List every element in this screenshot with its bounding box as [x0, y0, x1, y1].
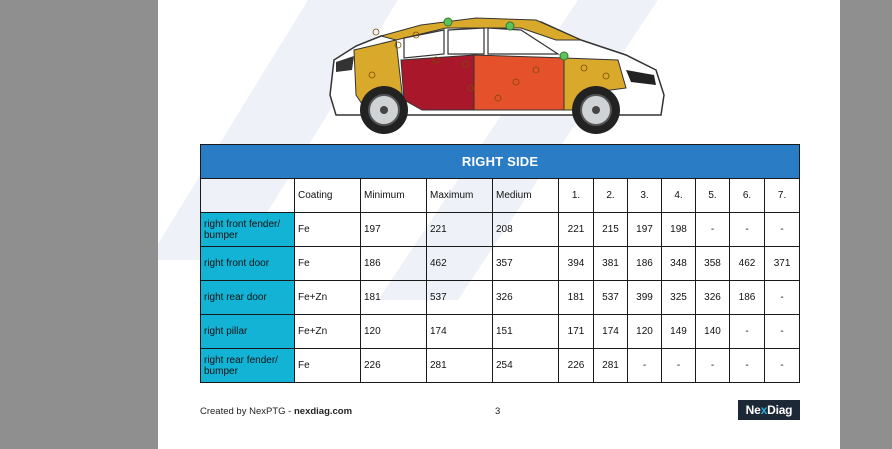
- table-cell: 462: [426, 246, 493, 281]
- table-cell: 371: [763, 246, 801, 281]
- table-cell: 462: [729, 246, 765, 281]
- table-cell: -: [729, 348, 765, 383]
- table-cell: Fe+Zn: [294, 314, 361, 349]
- page-number: 3: [495, 406, 501, 417]
- table-cell: -: [729, 212, 765, 247]
- table-cell: Fe: [294, 348, 361, 383]
- table-cell: 171: [558, 314, 594, 349]
- table-cell: 357: [492, 246, 559, 281]
- column-header-row: Coating Minimum Maximum Medium 1. 2. 3. 4. 5. 6. 7…: [200, 178, 801, 213]
- table-cell: 381: [593, 246, 628, 281]
- headlight: [626, 70, 656, 85]
- table-cell: -: [695, 348, 730, 383]
- table-cell: -: [763, 314, 801, 349]
- table-row: right pillar Fe+Zn 120 174 151 171 174 120 149 14…: [200, 314, 801, 349]
- table-cell: -: [661, 348, 696, 383]
- front-door-panel: [473, 54, 567, 111]
- measurement-marker: [443, 17, 453, 27]
- column-header: Coating: [294, 178, 361, 213]
- table-cell: 198: [661, 212, 696, 247]
- table-row: right rear fender/ bumper Fe 226 281 254 226 2…: [200, 348, 801, 383]
- front-window-rear: [447, 27, 485, 55]
- footer-site: nexdiag.com: [293, 406, 353, 417]
- table-cell: 254: [492, 348, 559, 383]
- document-page: RIGHT SIDE Coating Minimum Maximum Medium 1.…: [158, 0, 840, 449]
- table-cell: 358: [695, 246, 730, 281]
- table-cell: 186: [729, 280, 765, 315]
- column-header: 6.: [729, 178, 765, 213]
- table-cell: 120: [360, 314, 427, 349]
- row-label: right front door: [200, 246, 295, 281]
- table-cell: 197: [360, 212, 427, 247]
- table-cell: 174: [426, 314, 493, 349]
- table-cell: 221: [558, 212, 594, 247]
- column-header: Maximum: [426, 178, 493, 213]
- table-cell: 281: [593, 348, 628, 383]
- column-header: 2.: [593, 178, 628, 213]
- row-label: right front fender/ bumper: [200, 212, 295, 247]
- table-cell: 325: [661, 280, 696, 315]
- column-header: 3.: [627, 178, 662, 213]
- table-row: right front door Fe 186 462 357 394 381 186 348 3…: [200, 246, 801, 281]
- table-cell: 197: [627, 212, 662, 247]
- table-cell: 140: [695, 314, 730, 349]
- column-header: 7.: [763, 178, 801, 213]
- table-cell: 181: [558, 280, 594, 315]
- row-label: right rear door: [200, 280, 295, 315]
- table-cell: 537: [426, 280, 493, 315]
- table-cell: 120: [627, 314, 662, 349]
- tail-light: [336, 56, 354, 72]
- column-header: [200, 178, 295, 213]
- table-cell: 326: [695, 280, 730, 315]
- table-cell: Fe+Zn: [294, 280, 361, 315]
- table-cell: 281: [426, 348, 493, 383]
- table-cell: 326: [492, 280, 559, 315]
- measurement-marker: [559, 51, 569, 61]
- measurement-marker: [505, 21, 515, 31]
- table-cell: Fe: [294, 212, 361, 247]
- measurement-table: RIGHT SIDE Coating Minimum Maximum Medium 1.…: [199, 144, 801, 383]
- table-cell: 537: [593, 280, 628, 315]
- column-header: 5.: [695, 178, 730, 213]
- table-cell: 399: [627, 280, 662, 315]
- table-cell: 181: [360, 280, 427, 315]
- column-header: 1.: [558, 178, 594, 213]
- table-cell: 348: [661, 246, 696, 281]
- table-body: right front fender/ bumper Fe 197 221 208 221…: [200, 212, 801, 383]
- table-cell: 186: [360, 246, 427, 281]
- rear-wheel: [360, 86, 408, 134]
- table-cell: 149: [661, 314, 696, 349]
- row-label: right pillar: [200, 314, 295, 349]
- table-cell: -: [763, 280, 801, 315]
- table-cell: -: [695, 212, 730, 247]
- table-cell: 215: [593, 212, 628, 247]
- table-cell: -: [627, 348, 662, 383]
- table-cell: 394: [558, 246, 594, 281]
- table-cell: 151: [492, 314, 559, 349]
- table-cell: -: [729, 314, 765, 349]
- rear-door-panel: [400, 54, 475, 111]
- column-header: Medium: [492, 178, 559, 213]
- nexdiag-logo: NexDiag: [738, 400, 800, 420]
- footer-credit: Created by NexPTG - nexdiag.com: [200, 406, 352, 417]
- table-cell: 174: [593, 314, 628, 349]
- column-header: 4.: [661, 178, 696, 213]
- front-wheel: [572, 86, 620, 134]
- footer-created-by: Created by NexPTG -: [200, 406, 294, 417]
- table-cell: Fe: [294, 246, 361, 281]
- table-cell: 221: [426, 212, 493, 247]
- table-row: right front fender/ bumper Fe 197 221 208 221…: [200, 212, 801, 247]
- car-diagram: [329, 17, 665, 134]
- row-label: right rear fender/ bumper: [200, 348, 295, 383]
- table-cell: 226: [558, 348, 594, 383]
- column-header: Minimum: [360, 178, 427, 213]
- table-cell: 186: [627, 246, 662, 281]
- table-cell: -: [763, 348, 801, 383]
- table-row: right rear door Fe+Zn 181 537 326 181 537 399 32…: [200, 280, 801, 315]
- table-title: RIGHT SIDE: [199, 144, 801, 179]
- table-cell: -: [763, 212, 801, 247]
- table-cell: 208: [492, 212, 559, 247]
- table-cell: 226: [360, 348, 427, 383]
